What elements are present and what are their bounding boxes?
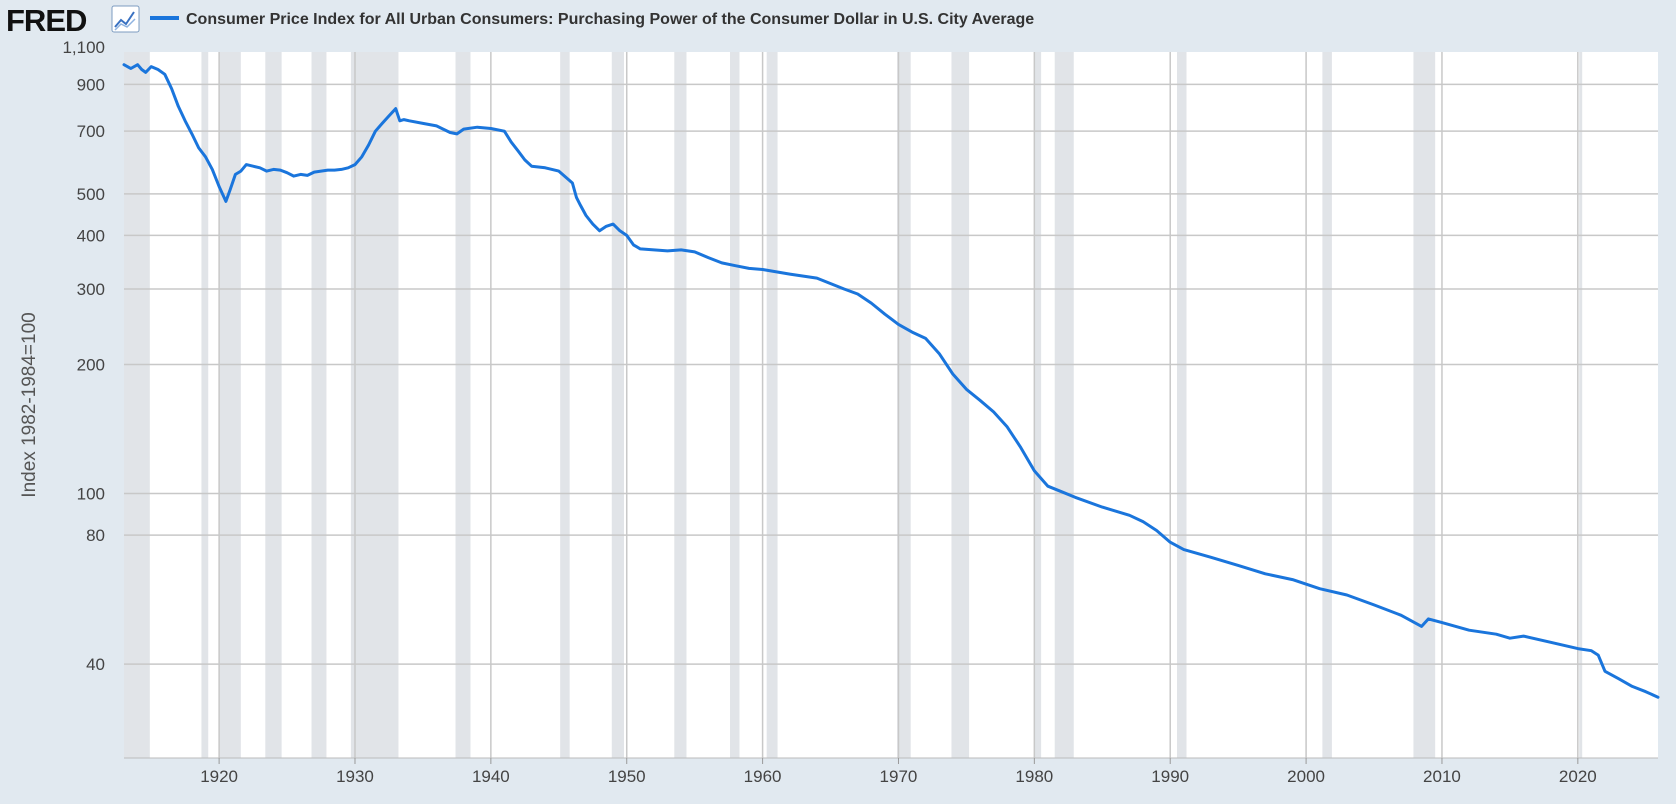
recession-band (1322, 52, 1332, 758)
x-axis-ticks: 1920 1930 1940 1950 1960 1970 1980 1990 2000 2010… (200, 758, 1597, 786)
x-tick-label: 2020 (1559, 767, 1597, 786)
recession-band (311, 52, 327, 758)
recession-band (219, 52, 241, 758)
x-tick-label: 1960 (744, 767, 782, 786)
recession-band (766, 52, 778, 758)
x-tick-label: 1950 (608, 767, 646, 786)
recession-band (1054, 52, 1074, 758)
y-axis-ticks: 1,100 900 700 500 400 300 200 100 80 40 (62, 38, 105, 674)
y-tick-label: 700 (77, 122, 105, 141)
line-chart-icon[interactable] (111, 5, 140, 33)
x-tick-label: 1980 (1015, 767, 1053, 786)
recession-band (265, 52, 282, 758)
fred-logo[interactable]: FRED (6, 3, 88, 38)
recession-band (1413, 52, 1436, 758)
y-tick-label: 200 (77, 355, 105, 374)
grid-lines (124, 52, 1658, 759)
y-axis-label: Index 1982-1984=100 (19, 312, 40, 497)
recession-band (1579, 52, 1583, 758)
series-line[interactable] (122, 63, 1660, 699)
recession-band (674, 52, 687, 758)
x-tick-label: 1930 (336, 767, 374, 786)
y-tick-label: 400 (77, 226, 105, 245)
y-tick-label: 300 (77, 280, 105, 299)
recession-band (729, 52, 740, 758)
y-tick-label: 40 (86, 655, 105, 674)
legend-label: Consumer Price Index for All Urban Consu… (186, 11, 1034, 28)
recession-band (1034, 52, 1042, 758)
y-tick-label: 900 (77, 75, 105, 94)
y-tick-label: 100 (77, 485, 105, 504)
x-tick-label: 2010 (1423, 767, 1461, 786)
recession-band (455, 52, 471, 758)
recession-bands (124, 52, 1583, 758)
y-tick-label: 1,100 (62, 38, 105, 57)
recession-band (350, 52, 399, 758)
y-tick-label: 80 (86, 526, 105, 545)
recession-band (560, 52, 570, 758)
series-layer (122, 63, 1660, 699)
recession-band (611, 52, 625, 758)
x-tick-label: 1990 (1151, 767, 1189, 786)
x-tick-label: 1940 (472, 767, 510, 786)
recession-band (124, 52, 150, 758)
x-tick-label: 2000 (1287, 767, 1325, 786)
recession-band (1177, 52, 1187, 758)
recession-band (201, 52, 209, 758)
y-tick-label: 500 (77, 185, 105, 204)
recession-band (951, 52, 970, 758)
recession-band (897, 52, 911, 758)
x-tick-label: 1970 (880, 767, 918, 786)
x-tick-label: 1920 (200, 767, 238, 786)
